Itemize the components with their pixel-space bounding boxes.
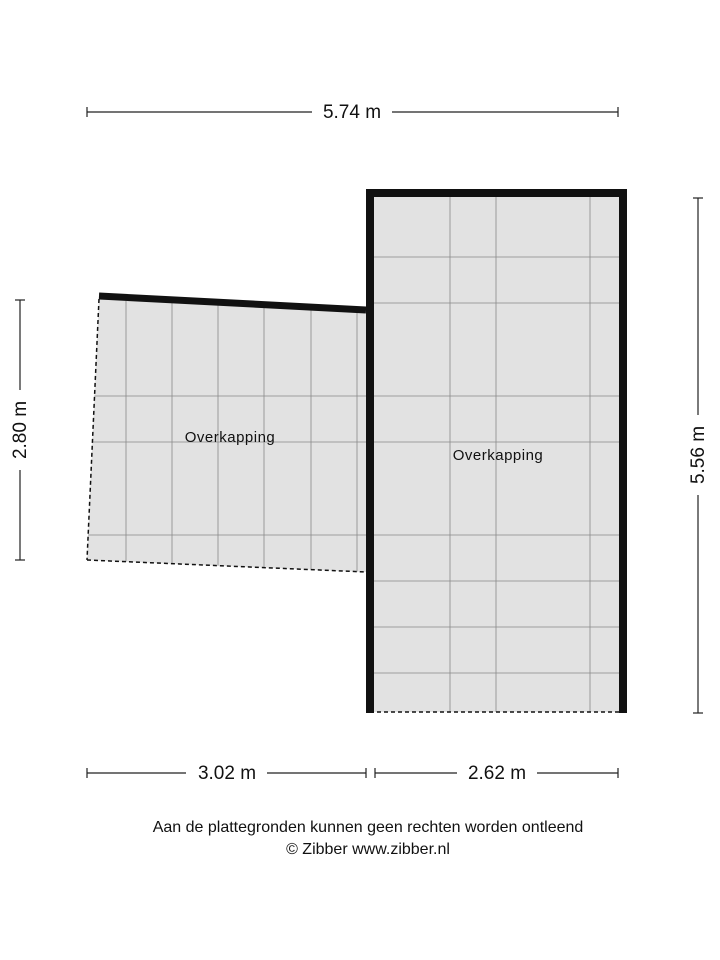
open-edge — [86, 298, 100, 561]
dimension-right: 5.56 m — [688, 197, 709, 714]
right-room: Overkapping — [366, 189, 627, 713]
dimension-top: 5.74 m — [86, 102, 619, 123]
room-fill — [87, 296, 366, 572]
dimension-left: 2.80 m — [10, 299, 31, 561]
dimension-label: 2.62 m — [468, 763, 526, 784]
dimension-bottom: 3.02 m 2.62 m — [86, 763, 619, 784]
dimension-label: 2.80 m — [10, 401, 31, 459]
dimension-label: 5.56 m — [688, 426, 709, 484]
wall — [98, 292, 367, 314]
copyright: © Zibber www.zibber.nl — [286, 841, 450, 858]
dimension-label: 3.02 m — [198, 763, 256, 784]
room-fill — [370, 193, 623, 712]
tile-grid — [87, 296, 366, 572]
room-label: Overkapping — [453, 447, 544, 464]
open-edge — [86, 559, 367, 573]
wall — [366, 189, 627, 713]
disclaimer: Aan de plattegronden kunnen geen rechten… — [153, 819, 584, 836]
left-room: Overkapping — [86, 292, 367, 573]
dimension-label: 5.74 m — [323, 102, 381, 123]
tile-grid — [370, 193, 623, 712]
room-label: Overkapping — [185, 429, 276, 446]
